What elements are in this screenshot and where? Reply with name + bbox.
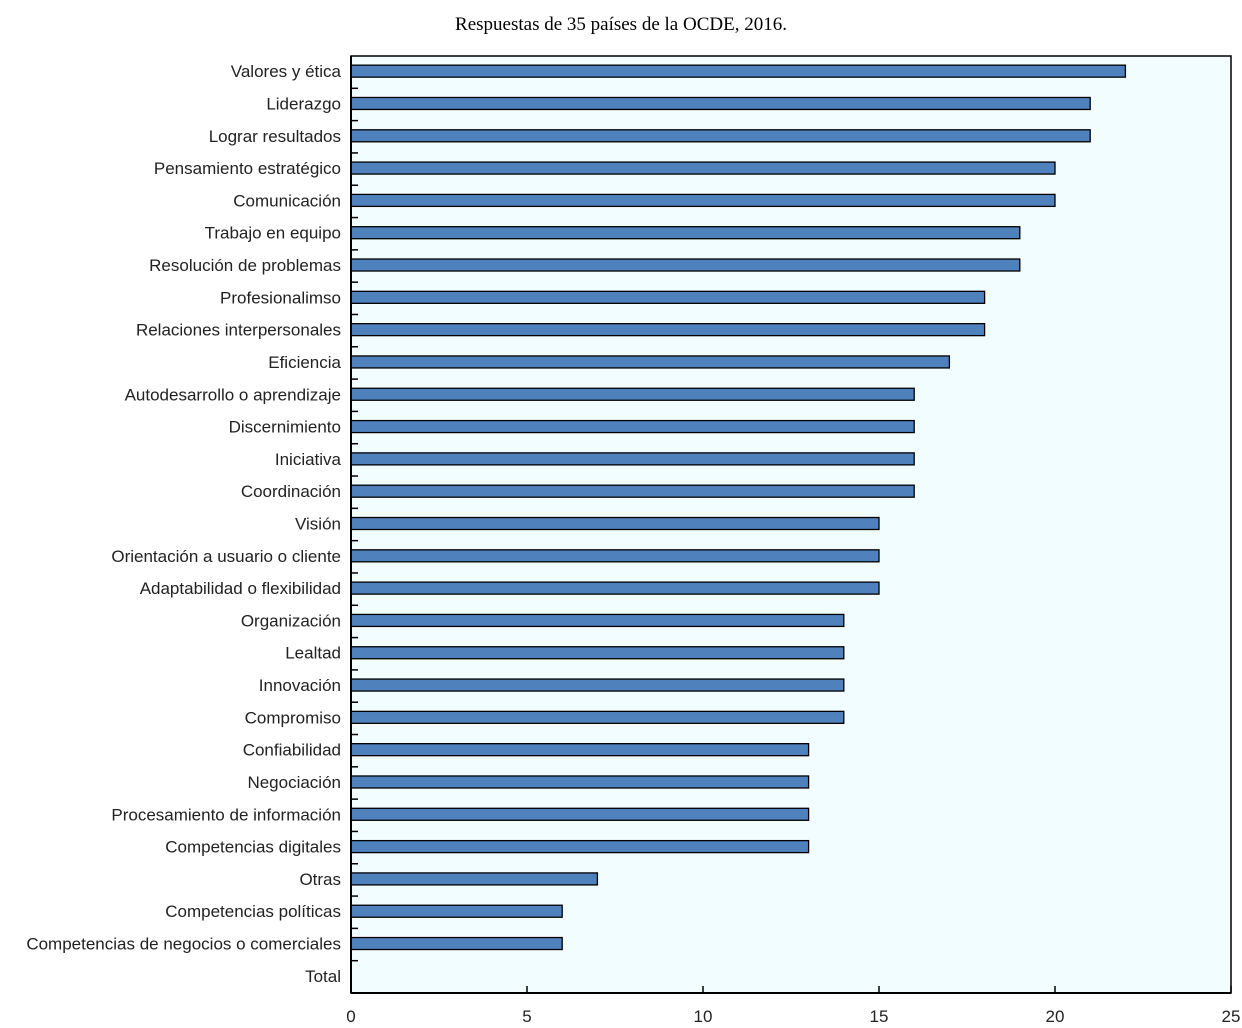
category-label: Competencias políticas (165, 902, 341, 921)
category-label: Negociación (247, 773, 341, 792)
x-tick-label: 20 (1046, 1007, 1065, 1026)
category-label: Organización (241, 611, 341, 630)
category-label: Compromiso (245, 708, 341, 727)
x-tick-label: 25 (1222, 1007, 1241, 1026)
category-label: Competencias digitales (165, 838, 341, 857)
bar (350, 387, 915, 401)
bar (350, 807, 810, 821)
x-tick-label: 10 (694, 1007, 713, 1026)
bar (350, 258, 1021, 272)
category-label: Coordinación (241, 482, 341, 501)
category-label: Confiabilidad (243, 741, 341, 760)
category-label: Lograr resultados (209, 127, 341, 146)
category-label: Eficiencia (268, 353, 341, 372)
category-label: Adaptabilidad o flexibilidad (140, 579, 341, 598)
category-label: Comunicación (233, 191, 341, 210)
category-label: Visión (295, 515, 341, 534)
category-label: Innovación (259, 676, 341, 695)
bar (350, 646, 845, 660)
bar (350, 710, 845, 725)
category-label: Valores y ética (231, 62, 342, 81)
bar (350, 452, 915, 466)
bar (350, 775, 810, 789)
bar (350, 96, 1091, 111)
bar (350, 484, 915, 498)
category-labels-group: Valores y ética Liderazgo Lograr resultado… (26, 62, 341, 986)
bar (350, 226, 1021, 240)
chart-subtitle: Respuestas de 35 países de la OCDE, 2016… (455, 14, 787, 35)
category-label: Resolución de problemas (149, 256, 341, 275)
bar (350, 355, 951, 369)
x-tick-label: 0 (346, 1007, 355, 1026)
category-label: Profesionalimso (220, 288, 341, 307)
x-tick-label: 5 (522, 1007, 531, 1026)
category-label: Otras (299, 870, 341, 889)
x-tick-label: 15 (870, 1007, 889, 1026)
category-label: Total (305, 967, 341, 986)
category-label: Pensamiento estratégico (154, 159, 341, 178)
axes-group (350, 56, 1231, 994)
category-label: Trabajo en equipo (205, 224, 341, 243)
bar (350, 743, 810, 757)
bar (350, 129, 1091, 143)
bar (350, 839, 810, 854)
category-label: Liderazgo (266, 94, 341, 113)
bar (350, 936, 563, 951)
x-ticks-group: 0 5 10 15 20 25 (346, 986, 1240, 1026)
category-label: Competencias de negocios o comerciales (26, 935, 341, 954)
bar (350, 516, 880, 531)
category-label: Orientación a usuario o cliente (111, 547, 341, 566)
bar (350, 904, 563, 918)
bar (350, 581, 880, 595)
bar (350, 872, 599, 886)
category-label: Lealtad (285, 644, 341, 663)
bar (350, 419, 915, 434)
bar (350, 290, 986, 304)
category-label: Discernimiento (229, 418, 341, 437)
bar (350, 678, 845, 692)
bar (350, 613, 845, 628)
bar (350, 64, 1127, 78)
bar (350, 549, 880, 563)
bar (350, 322, 986, 337)
category-label: Procesamiento de información (111, 805, 341, 824)
category-label: Relaciones interpersonales (136, 321, 341, 340)
bar (350, 161, 1056, 175)
category-label: Autodesarrollo o aprendizaje (125, 385, 341, 404)
bar (350, 193, 1056, 208)
category-label: Iniciativa (275, 450, 342, 469)
